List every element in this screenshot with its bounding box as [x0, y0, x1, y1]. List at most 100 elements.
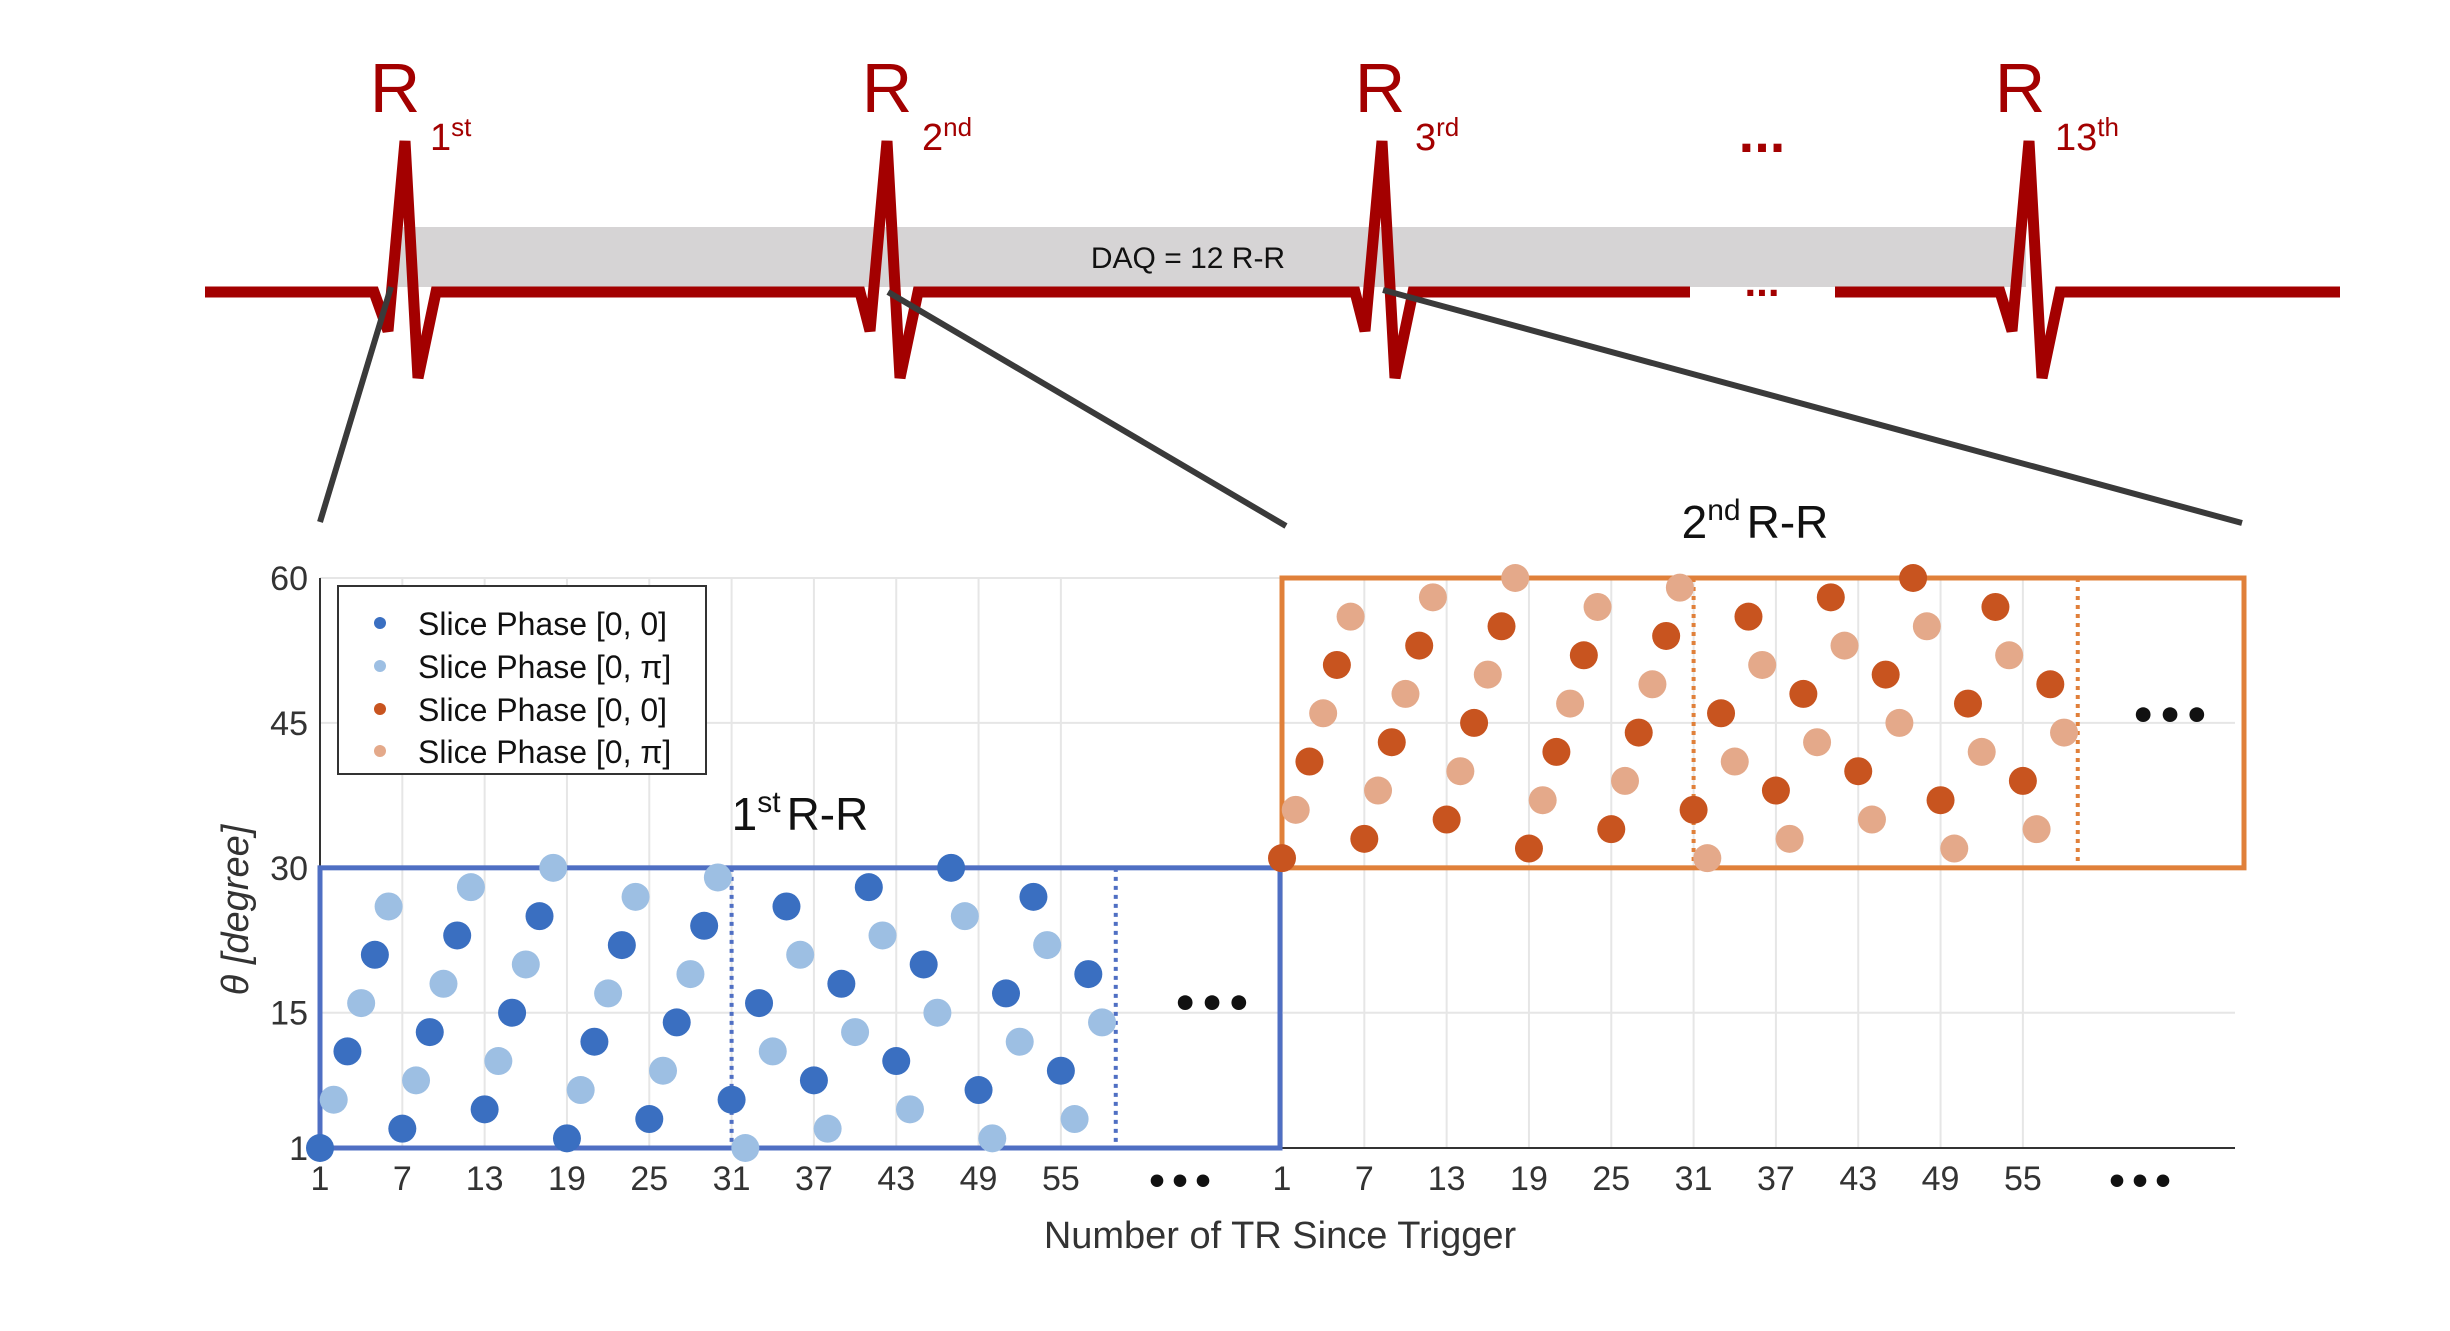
x-tick-label: 31 — [713, 1160, 751, 1198]
data-point — [525, 902, 554, 931]
data-point — [2022, 815, 2051, 844]
data-point — [1720, 747, 1749, 776]
group-box — [317, 865, 1283, 1151]
data-point — [1268, 844, 1296, 873]
x-ellipsis: ••• — [1145, 1162, 1214, 1203]
data-point — [319, 1085, 348, 1114]
x-tick-label: 43 — [877, 1160, 915, 1198]
connector-line — [317, 286, 394, 523]
data-point — [498, 998, 527, 1027]
legend-frame — [337, 585, 707, 775]
r-peak-index: 3rd — [1415, 112, 1459, 159]
x-tick-label: 37 — [795, 1160, 833, 1198]
data-point — [443, 921, 472, 950]
data-point — [594, 979, 623, 1008]
data-point — [580, 1027, 609, 1056]
data-point — [1624, 718, 1653, 747]
data-point — [333, 1037, 362, 1066]
x-tick-label: 19 — [548, 1160, 586, 1198]
data-point — [1542, 737, 1571, 766]
data-point — [1322, 650, 1351, 679]
data-point — [703, 863, 732, 892]
data-point — [1844, 757, 1873, 786]
r-peak-labels: R 1st R 2nd R 3rd ... R 13th — [370, 49, 2119, 164]
ecg-timeline: DAQ = 12 R-R ... R 1st R 2nd R 3rd ... R… — [205, 49, 2340, 529]
data-point — [717, 1085, 746, 1114]
y-axis-label: θ [degree] — [215, 823, 257, 995]
data-point — [539, 853, 568, 882]
data-point — [690, 911, 719, 940]
r-peak-index: 13th — [2055, 112, 2119, 159]
legend-marker — [374, 703, 386, 715]
data-point — [1775, 824, 1804, 853]
data-point — [1707, 699, 1736, 728]
r-peak-label: R — [370, 49, 421, 127]
data-point — [950, 902, 979, 931]
data-point — [1046, 1056, 1075, 1085]
legend-marker — [374, 617, 386, 629]
y-tick-label: 15 — [270, 995, 308, 1033]
x-tick-label: 49 — [1922, 1160, 1960, 1198]
r-peaks-ellipsis: ... — [1739, 101, 1786, 164]
connector-line — [886, 289, 1288, 529]
x-tick-label: 37 — [1757, 1160, 1795, 1198]
group-titles: 1st R-R ••• 2nd R-R ••• — [732, 494, 2211, 1028]
data-point — [923, 998, 952, 1027]
data-point — [1432, 805, 1461, 834]
data-point — [854, 873, 883, 902]
data-point — [1295, 747, 1324, 776]
data-point — [1693, 844, 1722, 873]
data-point — [1803, 728, 1832, 757]
data-point — [1391, 679, 1420, 708]
data-point — [1569, 641, 1598, 670]
data-point — [937, 853, 966, 882]
legend-label: Slice Phase [0, π] — [418, 734, 671, 770]
data-point — [1405, 631, 1434, 660]
data-point — [1995, 641, 2024, 670]
data-point — [813, 1114, 842, 1143]
data-point — [1885, 708, 1914, 737]
data-point — [566, 1076, 595, 1105]
data-point — [1583, 592, 1612, 621]
data-point — [909, 950, 938, 979]
legend-marker — [374, 745, 386, 757]
data-point — [1899, 564, 1928, 592]
data-point — [676, 960, 705, 989]
ecg-gap-ellipsis: ... — [1744, 258, 1779, 305]
group-boxes — [317, 575, 2247, 1151]
x-tick-label: 19 — [1510, 1160, 1548, 1198]
data-points — [306, 564, 2079, 1162]
data-point — [402, 1066, 431, 1095]
data-point — [1350, 824, 1379, 853]
data-point — [1734, 602, 1763, 631]
data-point — [1857, 805, 1886, 834]
daq-label: DAQ = 12 R-R — [1091, 242, 1285, 275]
r-peak-label: R — [862, 49, 913, 127]
data-point — [1652, 621, 1681, 650]
data-point — [388, 1114, 417, 1143]
data-point — [1954, 689, 1982, 718]
y-tick-label: 60 — [270, 560, 308, 598]
ecg-waveform — [205, 140, 2340, 380]
group-box — [1279, 575, 2247, 871]
data-point — [635, 1105, 664, 1134]
data-point — [1748, 650, 1777, 679]
legend-label: Slice Phase [0, π] — [418, 649, 671, 685]
data-point — [1033, 931, 1062, 960]
data-point — [1377, 728, 1406, 757]
zoom-connectors — [317, 286, 2243, 529]
data-point — [347, 989, 376, 1018]
data-point — [868, 921, 897, 950]
y-tick-label: 1 — [289, 1130, 308, 1168]
data-point — [786, 940, 815, 969]
x-tick-label: 49 — [960, 1160, 998, 1198]
data-point — [745, 989, 774, 1018]
data-point — [456, 873, 485, 902]
data-point — [1088, 1008, 1117, 1037]
data-point — [306, 1134, 334, 1162]
legend-marker — [374, 660, 386, 672]
data-point — [1926, 786, 1955, 815]
data-point — [1597, 815, 1626, 844]
data-point — [662, 1008, 691, 1037]
